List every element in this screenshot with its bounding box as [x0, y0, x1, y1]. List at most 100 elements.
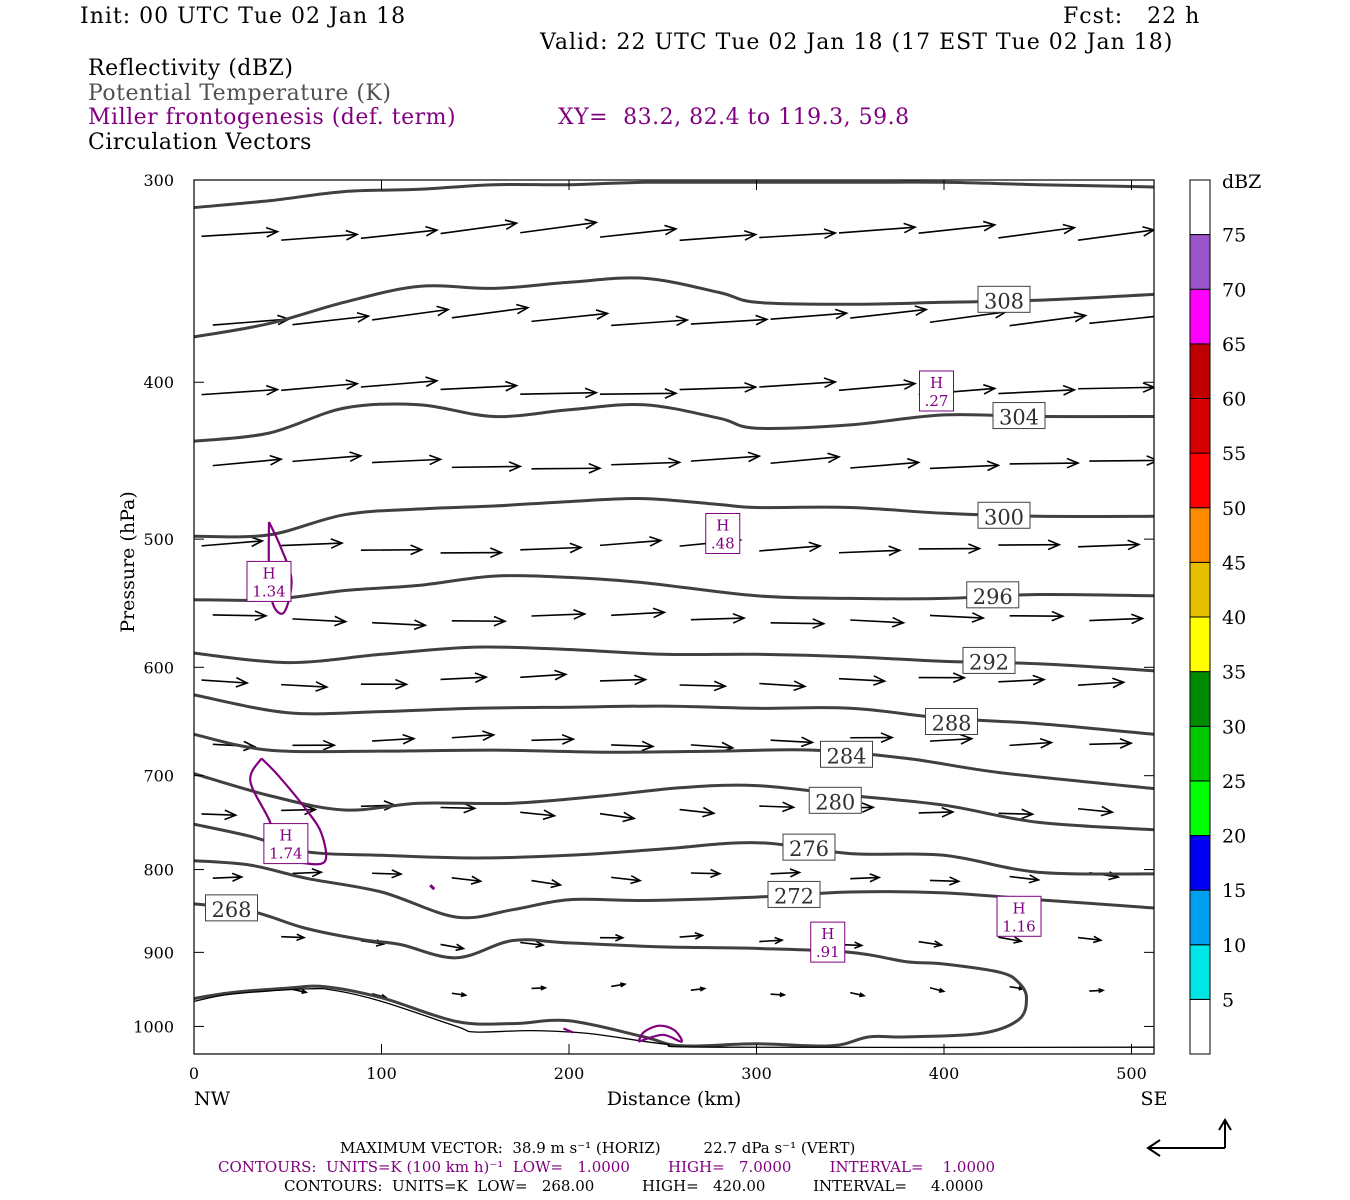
circulation-vector: [440, 943, 466, 952]
colorbar-bin: [1189, 671, 1211, 727]
circulation-vector: [998, 223, 1077, 239]
colorbar-level: 5: [1222, 989, 1234, 1011]
circulation-vector: [1089, 455, 1154, 466]
circulation-vector: [690, 314, 769, 326]
circulation-vector: [770, 992, 787, 998]
circulation-vector: [281, 681, 329, 692]
y-tick-label: 400: [143, 373, 174, 392]
colorbar-bin: [1189, 889, 1211, 946]
frontogenesis-contour: [249, 757, 328, 866]
theta-label-268: 268: [205, 894, 258, 922]
svg-text:288: 288: [931, 711, 971, 735]
colorbar-bin: [1189, 561, 1211, 618]
cross-section-coords: XY= 83.2, 82.4 to 119.3, 59.8: [558, 105, 910, 130]
circulation-vector: [918, 940, 944, 948]
svg-text:H: H: [716, 516, 729, 534]
circulation-vector: [759, 377, 838, 389]
colorbar-level: 25: [1222, 771, 1246, 793]
circulation-vector: [1078, 677, 1126, 689]
colorbar-bin: [1189, 452, 1211, 509]
circulation-vector: [212, 872, 244, 882]
circulation-vector: [599, 933, 625, 942]
circulation-vector: [1009, 610, 1065, 622]
circulation-vector: [1089, 987, 1106, 994]
circulation-vector: [759, 936, 785, 945]
field-reflectivity: Reflectivity (dBZ): [88, 56, 294, 81]
circulation-vector: [838, 675, 887, 686]
circulation-vector: [440, 802, 477, 814]
svg-text:308: 308: [984, 289, 1024, 313]
circulation-vector: [1158, 939, 1181, 945]
colorbar-level: 30: [1222, 716, 1246, 738]
circulation-vector: [759, 801, 796, 813]
theta-contour-300: [194, 497, 1154, 539]
circulation-vector: [929, 460, 1001, 472]
svg-text:272: 272: [774, 884, 814, 908]
circulation-vector: [360, 678, 409, 690]
circulation-vector: [201, 676, 250, 688]
colorbar-bin-top: [1189, 179, 1211, 236]
theta-contour-280: [194, 772, 1154, 832]
circulation-vector: [1169, 991, 1183, 995]
circulation-vector: [1089, 738, 1134, 749]
theta-contour-312: [194, 180, 1154, 210]
circulation-vector: [599, 224, 678, 238]
colorbar-level: 20: [1222, 826, 1246, 848]
svg-text:.48: .48: [711, 534, 735, 552]
colorbar-bin: [1189, 835, 1211, 891]
svg-text:280: 280: [815, 790, 855, 814]
colorbar-unit: dBZ: [1222, 171, 1261, 193]
x-tick-label: 200: [554, 1064, 585, 1083]
circulation-vector: [201, 226, 280, 238]
circulation-vector: [451, 303, 530, 319]
theta-label-280: 280: [808, 786, 862, 814]
circulation-vector: [440, 219, 519, 235]
circulation-vector: [918, 220, 997, 235]
contours-note-frontogenesis: CONTOURS: UNITS=K (100 km h)⁻¹ LOW= 1.00…: [218, 1158, 996, 1176]
circulation-vector: [690, 986, 707, 992]
circulation-vector: [611, 874, 643, 885]
circulation-vector: [520, 387, 599, 399]
colorbar-level: 10: [1222, 935, 1246, 957]
colorbar-bin: [1189, 780, 1211, 836]
svg-text:H: H: [279, 827, 292, 845]
theta-label-272: 272: [767, 880, 821, 908]
circulation-vector: [1009, 457, 1081, 469]
circulation-vector: [520, 542, 584, 554]
circulation-vector: [1078, 539, 1141, 551]
colorbar-level: 15: [1222, 880, 1246, 902]
circulation-vector: [531, 608, 587, 620]
circulation-vector: [531, 878, 563, 889]
circulation-vector: [451, 992, 468, 998]
svg-text:1.74: 1.74: [269, 845, 302, 863]
colorbar-bin: [1189, 507, 1211, 563]
x-axis-label: Distance (km): [607, 1088, 742, 1110]
frontogenesis-max: H1.16: [996, 895, 1042, 937]
y-tick-label: 1000: [133, 1017, 174, 1036]
x-tick-label: 300: [741, 1064, 772, 1083]
circulation-vector: [918, 806, 955, 818]
svg-text:.27: .27: [925, 392, 949, 410]
colorbar-bin: [1189, 288, 1211, 345]
y-tick-label: 600: [143, 658, 174, 677]
circulation-vector: [360, 376, 439, 388]
circulation-vector: [679, 680, 728, 692]
circulation-vector: [1158, 805, 1192, 814]
circulation-vector: [759, 680, 807, 692]
theta-label-276: 276: [782, 833, 836, 861]
theta-contour-272: [194, 859, 1154, 920]
theta-label-288: 288: [925, 707, 978, 735]
theta-contour-288: [194, 693, 1154, 736]
circulation-vector: [520, 940, 546, 949]
circulation-vector: [850, 616, 906, 628]
circulation-vector: [929, 876, 961, 886]
colorbar-level: 40: [1222, 607, 1246, 629]
theta-contour-268: [194, 902, 1029, 1048]
init-time: Init: 00 UTC Tue 02 Jan 18: [80, 4, 407, 29]
frontogenesis-max: H.48: [705, 512, 741, 554]
x-tick-label: 0: [189, 1064, 199, 1083]
theta-label-296: 296: [966, 581, 1020, 609]
circulation-vector: [531, 462, 602, 474]
x-tick-label: 100: [366, 1064, 397, 1083]
svg-text:268: 268: [211, 898, 251, 922]
